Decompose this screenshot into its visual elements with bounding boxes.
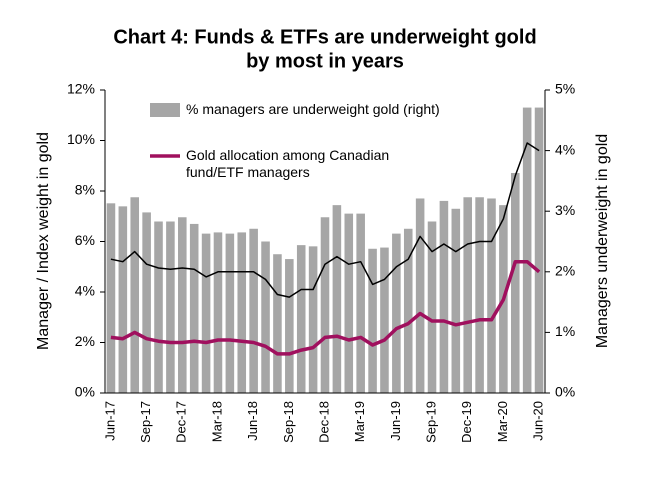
x-tick-label: Dec-18 — [316, 401, 331, 443]
bar — [273, 254, 282, 393]
y-tick-label: 6% — [75, 232, 95, 248]
y2-tick-label: 0% — [555, 384, 575, 400]
bar — [118, 206, 128, 393]
bar — [130, 197, 140, 393]
bar — [392, 233, 401, 393]
y-axis-label: Manager / Index weight in gold — [35, 132, 52, 350]
y-tick-label: 8% — [75, 182, 95, 198]
bar — [189, 223, 199, 393]
x-tick-label: Jun-20 — [530, 401, 545, 441]
x-tick-label: Sep-17 — [138, 401, 153, 443]
chart-title: Chart 4: Funds & ETFs are underweight go… — [113, 26, 536, 48]
x-tick-label: Jun-19 — [388, 401, 403, 441]
x-tick-label: Jun-18 — [245, 401, 260, 441]
bar — [201, 233, 211, 393]
bar — [261, 241, 270, 393]
bar — [320, 217, 330, 393]
legend-label: Gold allocation among Canadian fund/ETF … — [186, 147, 390, 180]
y-tick-label: 10% — [67, 131, 95, 147]
x-tick-label: Mar-18 — [209, 401, 224, 442]
x-tick-label: Mar-20 — [495, 401, 510, 442]
bar — [368, 248, 377, 393]
bar — [451, 208, 461, 393]
x-tick-label: Sep-18 — [281, 401, 296, 443]
bar — [285, 259, 294, 393]
y2-tick-label: 2% — [555, 263, 575, 279]
bar — [439, 200, 449, 393]
y-tick-label: 2% — [75, 333, 95, 349]
bar — [106, 203, 116, 393]
x-tick-label: Mar-19 — [352, 401, 367, 442]
bar — [178, 217, 187, 393]
bar — [249, 228, 258, 393]
bar — [403, 228, 413, 393]
x-tick-label: Sep-19 — [423, 401, 438, 443]
bar — [308, 246, 318, 393]
line — [110, 259, 541, 356]
y2-tick-label: 4% — [555, 141, 575, 157]
chart-title: by most in years — [246, 50, 404, 72]
bar — [142, 212, 151, 393]
legend-label: % managers are underweight gold (right) — [186, 101, 440, 117]
bar — [487, 198, 496, 393]
bar — [415, 198, 425, 393]
bar — [356, 213, 365, 393]
x-tick-label: Dec-19 — [459, 401, 474, 443]
bar — [463, 197, 472, 393]
line — [110, 142, 540, 298]
bar — [510, 173, 520, 393]
bar — [522, 107, 532, 393]
y-tick-label: 12% — [67, 81, 95, 97]
bar — [332, 205, 342, 393]
bar — [475, 197, 484, 393]
x-tick-label: Jun-17 — [102, 401, 117, 441]
y2-axis-label: Managers underweight in gold — [594, 134, 611, 348]
y2-tick-label: 5% — [555, 81, 575, 97]
bar — [166, 221, 175, 393]
bar — [237, 232, 247, 393]
y2-tick-label: 1% — [555, 323, 575, 339]
bar — [154, 221, 163, 393]
bar — [380, 247, 389, 393]
legend-swatch — [150, 103, 180, 117]
bar — [213, 232, 223, 393]
bar — [427, 221, 437, 393]
bar — [296, 245, 306, 393]
bar — [225, 233, 235, 393]
bar — [344, 213, 354, 393]
y-tick-label: 0% — [75, 384, 95, 400]
x-tick-label: Dec-17 — [174, 401, 189, 443]
y2-tick-label: 3% — [555, 202, 575, 218]
y-tick-label: 4% — [75, 283, 95, 299]
bar — [534, 107, 544, 393]
